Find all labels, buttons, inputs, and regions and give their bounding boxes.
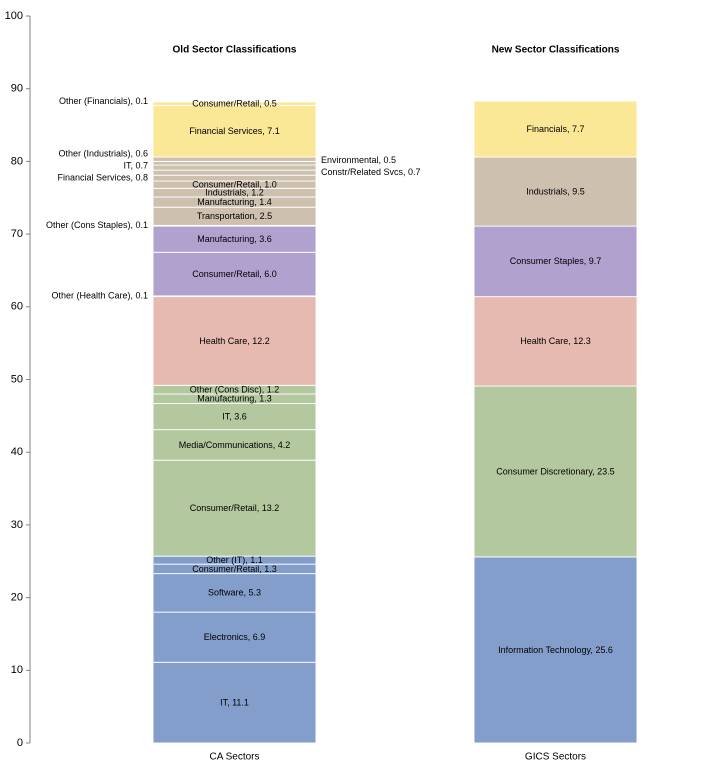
segment-label: Financial Services, 7.1 xyxy=(189,126,280,136)
bar-segment xyxy=(473,225,638,298)
bar-segment xyxy=(152,251,317,297)
segment-label: Software, 5.3 xyxy=(208,588,261,598)
bar-segment xyxy=(473,156,638,227)
segment-labels: IT, 11.1 Electronics, 6.9 Software, 5.3 Con… xyxy=(46,96,615,708)
segment-label: Consumer/Retail, 6.0 xyxy=(192,269,277,279)
segment-label: Electronics, 6.9 xyxy=(204,632,266,642)
segment-label: Consumer/Retail, 0.5 xyxy=(192,98,277,108)
y-tick-label: 70 xyxy=(11,228,23,240)
y-tick-label: 50 xyxy=(11,373,23,385)
y-tick-label: 90 xyxy=(11,83,23,95)
outside-label-right: Environmental, 0.5 xyxy=(321,155,396,165)
segment-label: Consumer Discretionary, 23.5 xyxy=(496,466,614,476)
outside-label-left: Other (Financials), 0.1 xyxy=(59,96,148,106)
segment-label: IT, 3.6 xyxy=(222,411,247,421)
segment-label: Industrials, 9.5 xyxy=(526,186,585,196)
bar-segment xyxy=(152,160,317,166)
bar-segment xyxy=(152,296,317,386)
segment-label: Other (Cons Disc), 1.2 xyxy=(190,385,280,395)
segment-label: Manufacturing, 1.3 xyxy=(197,394,272,404)
outside-label-right: Constr/Related Svcs, 0.7 xyxy=(321,167,421,177)
y-tick-label: 0 xyxy=(17,737,23,749)
segment-label: Consumer/Retail, 13.2 xyxy=(190,503,280,513)
segment-label: Financials, 7.7 xyxy=(526,124,584,134)
category-label: GICS Sectors xyxy=(525,752,586,763)
y-tick-label: 100 xyxy=(5,10,23,22)
column-title: Old Sector Classifications xyxy=(173,45,297,56)
outside-label-left: Other (Health Care), 0.1 xyxy=(51,291,148,301)
bar-segment xyxy=(152,100,317,103)
segment-label: Health Care, 12.3 xyxy=(520,336,591,346)
y-tick-label: 60 xyxy=(11,301,23,313)
y-axis: 0 10 20 30 40 50 60 70 80 90 100 xyxy=(5,10,31,749)
y-tick-label: 20 xyxy=(11,592,23,604)
bar-segment xyxy=(152,156,317,162)
bar-segment xyxy=(152,611,317,663)
bars xyxy=(152,100,638,744)
segment-label: Consumer Staples, 9.7 xyxy=(510,256,602,266)
segment-label: Manufacturing, 3.6 xyxy=(197,234,272,244)
outside-label-left: Other (Cons Staples), 0.1 xyxy=(46,220,148,230)
outside-label-left: Other (Industrials), 0.6 xyxy=(58,148,148,158)
bar-segment xyxy=(152,104,317,158)
bar-segment xyxy=(152,164,317,171)
segment-label: Industrials, 1.2 xyxy=(205,188,264,198)
y-tick-label: 80 xyxy=(11,155,23,167)
segment-label: IT, 11.1 xyxy=(220,698,249,708)
column-title: New Sector Classifications xyxy=(492,45,620,56)
bar-segment xyxy=(473,385,638,558)
segment-label: Manufacturing, 1.4 xyxy=(197,197,272,207)
segment-label: Consumer/Retail, 1.3 xyxy=(192,564,277,574)
outside-label-left: Financial Services, 0.8 xyxy=(57,172,148,182)
bar-segment xyxy=(473,296,638,387)
y-tick-label: 10 xyxy=(11,664,23,676)
segment-label: Health Care, 12.2 xyxy=(199,336,270,346)
column-titles: Old Sector Classifications CA Sectors New … xyxy=(173,45,620,763)
bar-segment xyxy=(152,169,317,176)
y-tick-label: 30 xyxy=(11,519,23,531)
bar-segment xyxy=(152,661,317,744)
segment-label: Media/Communications, 4.2 xyxy=(179,440,291,450)
outside-label-left: IT, 0.7 xyxy=(123,160,148,170)
bar-segment xyxy=(473,556,638,744)
bar-segment xyxy=(473,100,638,158)
category-label: CA Sectors xyxy=(209,752,259,763)
segment-label: Consumer/Retail, 1.0 xyxy=(192,180,277,190)
segment-label: Transportation, 2.5 xyxy=(197,211,272,221)
bar-segment xyxy=(152,225,317,253)
segment-label: Information Technology, 25.6 xyxy=(498,645,613,655)
bar-segment xyxy=(152,459,317,557)
y-tick-label: 40 xyxy=(11,446,23,458)
segment-label: Other (IT), 1.1 xyxy=(206,555,263,565)
